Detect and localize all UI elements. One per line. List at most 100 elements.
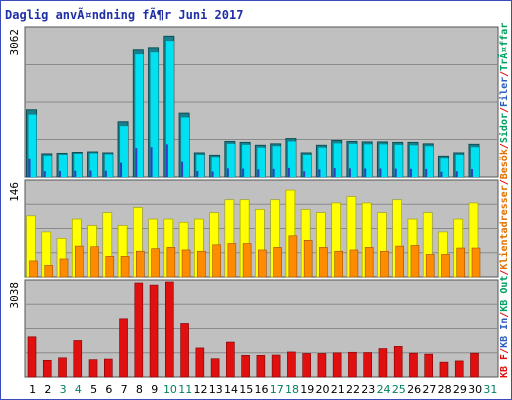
y-max-label: 3038 (8, 282, 21, 309)
bar-kb-day-1 (27, 336, 37, 378)
x-tick-label: 27 (422, 383, 436, 396)
x-tick-label: 22 (346, 383, 360, 396)
bar-visits-day-1 (29, 260, 38, 278)
right-legend-item: / (499, 107, 510, 113)
bar-pages-day-18 (287, 167, 290, 177)
bar-files-day-9 (150, 52, 159, 177)
bar-kb-day-29 (454, 360, 464, 378)
bar-files-day-1 (28, 114, 37, 177)
bar-pages-day-30 (470, 169, 473, 177)
x-tick-label: 1 (29, 383, 36, 396)
bar-kb-day-24 (378, 348, 388, 378)
right-legend-text: KB F/KB In/KB Out/Klientadresser/Besök/S… (497, 23, 510, 378)
x-tick-label: 19 (300, 383, 314, 396)
bar-pages-day-20 (318, 169, 321, 177)
bar-pages-day-8 (135, 148, 138, 177)
bar-files-day-28 (440, 158, 449, 177)
bar-files-day-12 (196, 154, 205, 177)
bar-kb-day-30 (470, 352, 479, 378)
x-tick-label: 28 (438, 383, 452, 396)
x-tick-label: 17 (270, 383, 284, 396)
bar-files-day-30 (470, 147, 479, 177)
bar-pages-day-28 (440, 171, 443, 177)
bar-files-day-18 (287, 141, 296, 177)
x-tick-label: 23 (361, 383, 375, 396)
x-tick-label: 29 (453, 383, 467, 396)
bar-kb-day-28 (439, 361, 449, 378)
bar-pages-day-13 (211, 171, 214, 177)
right-legend-item: / (499, 143, 510, 149)
bar-pages-day-23 (364, 168, 367, 177)
bar-kb-day-20 (317, 353, 327, 378)
x-tick-label: 30 (468, 383, 482, 396)
right-legend-item: Filer (498, 77, 510, 107)
bar-files-day-27 (425, 146, 434, 177)
bar-kb-day-13 (210, 358, 220, 378)
bar-files-day-7 (120, 126, 129, 177)
bar-kb-day-12 (195, 347, 205, 378)
bar-kb-day-25 (393, 346, 403, 378)
bar-visits-day-29 (456, 247, 466, 278)
bar-pages-day-1 (28, 158, 31, 177)
bar-visits-day-4 (74, 245, 84, 278)
bar-files-day-21 (333, 143, 342, 177)
bar-pages-day-19 (303, 171, 306, 177)
bar-pages-day-16 (257, 169, 260, 177)
right-legend-item: Besök (499, 149, 510, 179)
bar-files-day-17 (272, 146, 281, 177)
right-legend-item: KB In (499, 318, 510, 348)
bar-visits-day-19 (303, 240, 313, 278)
bar-pages-day-4 (74, 170, 77, 177)
bar-pages-day-5 (89, 170, 92, 177)
bar-visits-day-10 (166, 247, 176, 278)
bar-visits-day-6 (105, 256, 115, 278)
x-tick-label: 31 (483, 383, 497, 396)
x-tick-label: 10 (163, 383, 177, 396)
bar-kb-day-9 (149, 284, 159, 378)
x-tick-label: 25 (392, 383, 406, 396)
x-tick-label: 20 (316, 383, 330, 396)
bar-files-day-6 (104, 154, 113, 177)
bar-pages-day-14 (226, 168, 229, 177)
bar-kb-day-2 (42, 359, 52, 378)
bar-visits-day-2 (44, 265, 54, 278)
x-tick-label: 2 (44, 383, 51, 396)
panel-hits: 3062 (8, 26, 499, 178)
bar-visits-day-24 (380, 250, 389, 278)
bar-kb-day-23 (363, 352, 372, 378)
x-tick-label: 12 (193, 383, 207, 396)
x-tick-label: 26 (407, 383, 421, 396)
bar-pages-day-2 (43, 171, 46, 177)
bar-pages-day-6 (104, 170, 107, 177)
bar-files-day-24 (379, 144, 388, 177)
bar-pages-day-25 (394, 168, 397, 177)
bar-files-day-25 (394, 144, 403, 177)
bar-kb-day-4 (73, 340, 83, 378)
panel-sites: 146 (8, 179, 499, 278)
bar-kb-day-17 (271, 354, 281, 378)
bar-pages-day-27 (425, 168, 428, 177)
bar-kb-day-21 (332, 352, 342, 378)
x-tick-label: 16 (255, 383, 269, 396)
bar-pages-day-7 (120, 162, 123, 177)
bar-visits-day-8 (136, 250, 145, 278)
x-tick-label: 8 (136, 383, 143, 396)
right-axis-legend: KB F/KB In/KB Out/Klientadresser/Besök/S… (497, 23, 510, 378)
bar-kb-day-18 (287, 351, 296, 378)
bar-visits-day-3 (59, 258, 69, 278)
x-tick-label: 14 (224, 383, 238, 396)
bar-visits-day-23 (364, 247, 374, 278)
x-tick-label: 15 (239, 383, 253, 396)
bar-kb-day-26 (409, 352, 418, 378)
bar-visits-day-26 (410, 245, 420, 278)
bar-kb-day-27 (424, 353, 434, 378)
x-axis-labels: 1 2 3 4 5 6 7 8 9 10 11 12 13 14 15 16 17 18 19 20 21 22 23 24 2… (29, 383, 497, 396)
bar-kb-day-6 (103, 358, 113, 378)
x-tick-label: 5 (90, 383, 97, 396)
bar-pages-day-11 (181, 161, 184, 177)
bar-files-day-15 (242, 144, 251, 177)
bar-files-day-2 (43, 155, 52, 177)
bar-pages-day-26 (409, 168, 412, 177)
